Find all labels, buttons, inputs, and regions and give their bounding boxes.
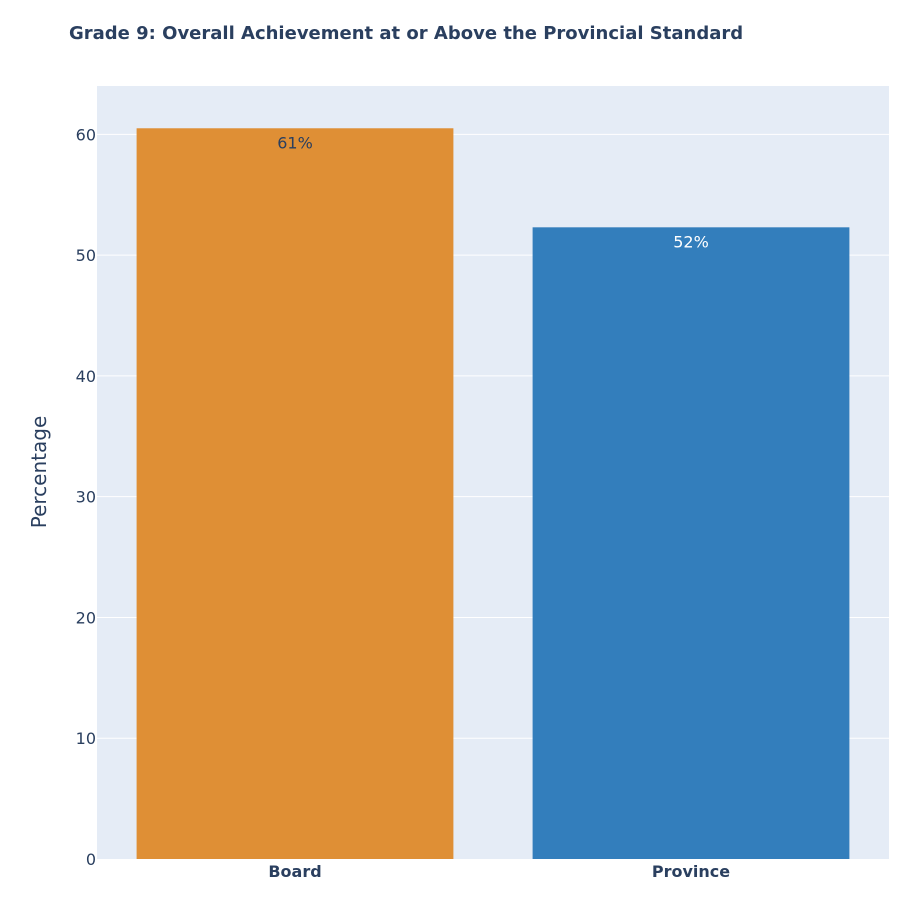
y-tick-label: 10 — [76, 729, 96, 748]
x-tick-label-board: Board — [268, 862, 321, 881]
y-tick-label: 20 — [76, 608, 96, 627]
bar-data-labels: 61% 52% — [277, 133, 709, 251]
bars — [136, 128, 850, 859]
bar-board — [136, 128, 454, 859]
x-tick-label-province: Province — [652, 862, 730, 881]
bar-data-label-province: 52% — [673, 232, 709, 251]
y-tick-label: 0 — [86, 850, 96, 869]
y-axis-title: Percentage — [27, 416, 51, 529]
y-tick-label: 60 — [76, 125, 96, 144]
bar-data-label-board: 61% — [277, 133, 313, 152]
bar-province — [532, 227, 850, 859]
x-axis-ticks: Board Province — [268, 862, 730, 881]
y-tick-label: 50 — [76, 246, 96, 265]
y-tick-label: 30 — [76, 488, 96, 507]
y-axis-ticks: 0 10 20 30 40 50 60 — [76, 125, 96, 869]
chart-title: Grade 9: Overall Achievement at or Above… — [69, 23, 743, 44]
y-tick-label: 40 — [76, 367, 96, 386]
